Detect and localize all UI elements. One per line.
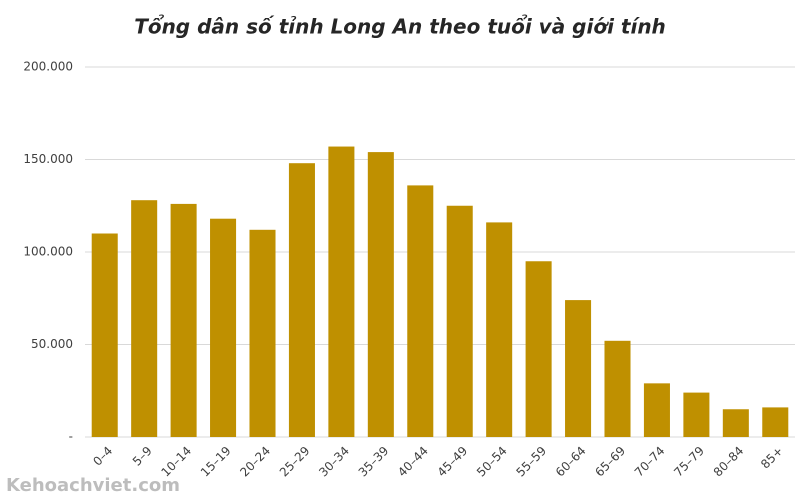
x-tick-label: 15–19 [198,444,234,480]
bar [762,407,789,437]
x-tick-label: 0–4 [90,444,115,469]
bar [249,229,276,437]
bar [131,200,158,437]
x-tick-label: 45–49 [435,444,471,480]
x-tick-label: 50–54 [474,444,510,480]
x-tick-label: 35–39 [356,444,392,480]
x-tick-label: 75–79 [671,444,707,480]
x-tick-label: 25–29 [277,444,313,480]
bar [288,163,315,437]
bar [486,222,513,437]
watermark: Kehoachviet.com [6,475,180,496]
y-tick-label: 100.000 [23,245,73,259]
x-tick-label: 55–59 [513,444,549,480]
bar [643,383,670,437]
y-tick-label: 150.000 [23,152,73,166]
bar [446,205,473,437]
bar [91,233,118,437]
bar [604,340,631,437]
bar [328,146,355,438]
bar [367,152,394,437]
x-tick-label: 70–74 [632,444,668,480]
bar [722,409,749,437]
bar [170,203,197,437]
x-tick-label: 85+ [758,444,786,472]
x-tick-label: 5–9 [130,444,155,469]
y-tick-label: 50.000 [31,337,73,351]
x-tick-label: 60–64 [553,444,589,480]
x-tick-label: 30–34 [316,444,352,480]
chart-title: Tổng dân số tỉnh Long An theo tuổi và gi… [134,15,666,39]
x-tick-label: 80–84 [711,444,747,480]
bar [525,261,552,437]
y-tick-label: - [69,430,73,444]
x-tick-label: 40–44 [395,444,431,480]
bar [683,392,710,437]
bar [407,185,434,437]
bar [210,218,237,437]
x-tick-label: 65–69 [592,444,628,480]
x-tick-label: 20–24 [237,444,273,480]
bar [565,300,592,437]
y-tick-label: 200.000 [23,60,73,74]
